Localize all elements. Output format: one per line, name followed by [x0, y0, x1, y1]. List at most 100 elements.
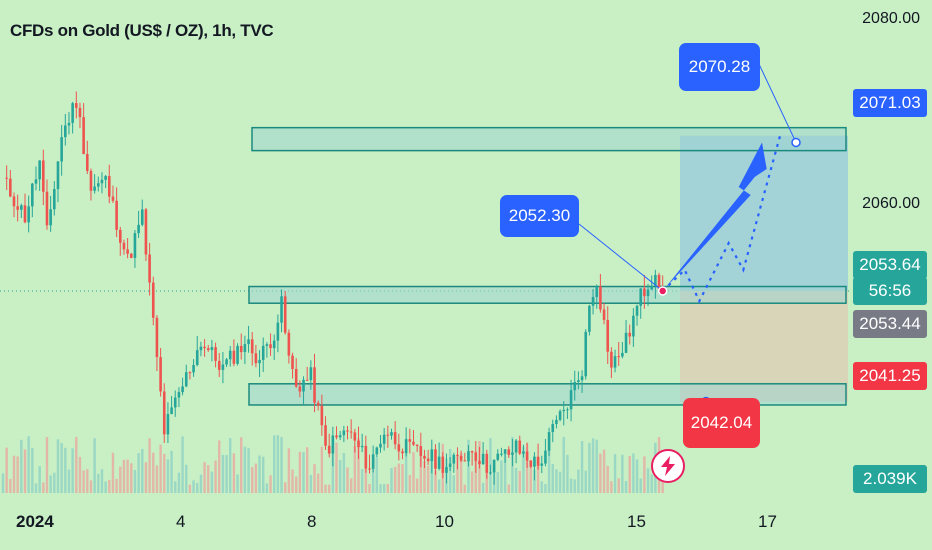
candle-body	[148, 254, 151, 283]
volume-bar	[547, 441, 551, 493]
candle-body	[419, 446, 423, 456]
volume-bar	[324, 484, 327, 493]
candle-body	[463, 460, 467, 462]
volume-bar	[470, 471, 474, 493]
candle-body	[558, 411, 562, 420]
candle-body	[654, 274, 657, 286]
volume-bar	[269, 475, 272, 493]
entry-callout[interactable]: 2052.30	[500, 195, 579, 237]
volume-bar	[225, 454, 228, 493]
candle-body	[265, 344, 269, 346]
volume-bar	[349, 478, 353, 493]
projection-path	[661, 135, 782, 304]
volume-bar	[569, 478, 573, 493]
volume-bar	[207, 465, 210, 493]
volume-bar	[481, 482, 485, 493]
volume-bar	[280, 436, 283, 493]
volume-bar	[661, 473, 664, 493]
candle-body	[610, 351, 613, 368]
candle-body	[184, 372, 188, 387]
volume-bar	[390, 467, 393, 493]
candle-body	[67, 122, 71, 126]
candle-body	[580, 376, 584, 381]
candle-body	[382, 434, 386, 444]
candle-body	[478, 460, 481, 465]
candle-body	[331, 435, 335, 454]
volume-bar	[152, 452, 155, 493]
volume-bar	[174, 481, 177, 493]
candle-body	[415, 444, 419, 447]
volume-bar	[360, 469, 364, 493]
volume-bar	[320, 446, 324, 493]
target-callout[interactable]: 2070.28	[679, 43, 760, 91]
candle-body	[247, 339, 250, 345]
stop-callout[interactable]: 2042.04	[683, 398, 760, 448]
candle-body	[173, 397, 177, 408]
candle-body	[100, 179, 104, 184]
volume-bar	[100, 469, 104, 493]
volume-bar	[240, 437, 243, 493]
volume-bar	[463, 484, 466, 493]
volume-bar	[331, 446, 335, 493]
volume-bar	[119, 466, 122, 493]
volume-bar	[210, 471, 214, 493]
candle-body	[225, 359, 228, 365]
volume-bar	[412, 452, 415, 493]
candle-body	[115, 200, 118, 230]
candle-body	[272, 340, 276, 349]
volume-bar	[97, 473, 100, 493]
candle-body	[118, 229, 122, 243]
candle-body	[302, 379, 305, 392]
candle-body	[250, 339, 254, 354]
candle-body	[269, 344, 272, 349]
volume-bar	[628, 456, 631, 493]
candle-body	[525, 451, 529, 461]
volume-bar	[163, 453, 166, 493]
volume-bar	[218, 440, 221, 493]
candle-body	[470, 451, 474, 453]
candle-body	[430, 449, 434, 462]
volume-bar	[580, 441, 584, 493]
candle-body	[133, 233, 137, 258]
candle-body	[236, 345, 239, 364]
volume-bar	[93, 438, 96, 493]
volume-bar	[5, 447, 8, 493]
volume-bar	[71, 448, 74, 493]
volume-bar	[606, 465, 609, 493]
candle-body	[448, 463, 452, 468]
candle-body	[93, 186, 96, 191]
candle-body	[280, 296, 283, 323]
candle-body	[232, 350, 236, 364]
volume-bar	[236, 474, 239, 493]
candle-body	[166, 414, 170, 435]
candle-body	[16, 206, 19, 210]
candle-body	[522, 451, 525, 454]
volume-bar	[533, 469, 536, 493]
volume-bar	[16, 456, 19, 493]
bar-countdown-badge: 56:56	[853, 277, 927, 305]
candle-body	[210, 347, 214, 351]
volume-bar	[115, 478, 118, 493]
volume-bar	[199, 474, 203, 493]
candle-body	[624, 332, 628, 353]
candle-body	[547, 432, 551, 451]
volume-bar	[401, 464, 404, 493]
volume-bar	[375, 457, 379, 493]
volume-bar	[177, 472, 181, 493]
candle-body	[643, 288, 646, 297]
volume-bar	[67, 469, 71, 493]
volume-bar	[130, 463, 133, 493]
volume-bar	[423, 461, 426, 493]
volume-bar	[295, 476, 298, 493]
alert-button[interactable]	[651, 449, 685, 483]
candle-body	[221, 364, 225, 370]
volume-bar	[75, 436, 78, 493]
candle-body	[368, 468, 371, 470]
volume-bar	[214, 460, 217, 493]
volume-bar	[298, 451, 302, 493]
last-price-badge: 2053.64	[853, 251, 927, 279]
volume-bar	[78, 456, 82, 493]
candle-body	[283, 296, 287, 333]
